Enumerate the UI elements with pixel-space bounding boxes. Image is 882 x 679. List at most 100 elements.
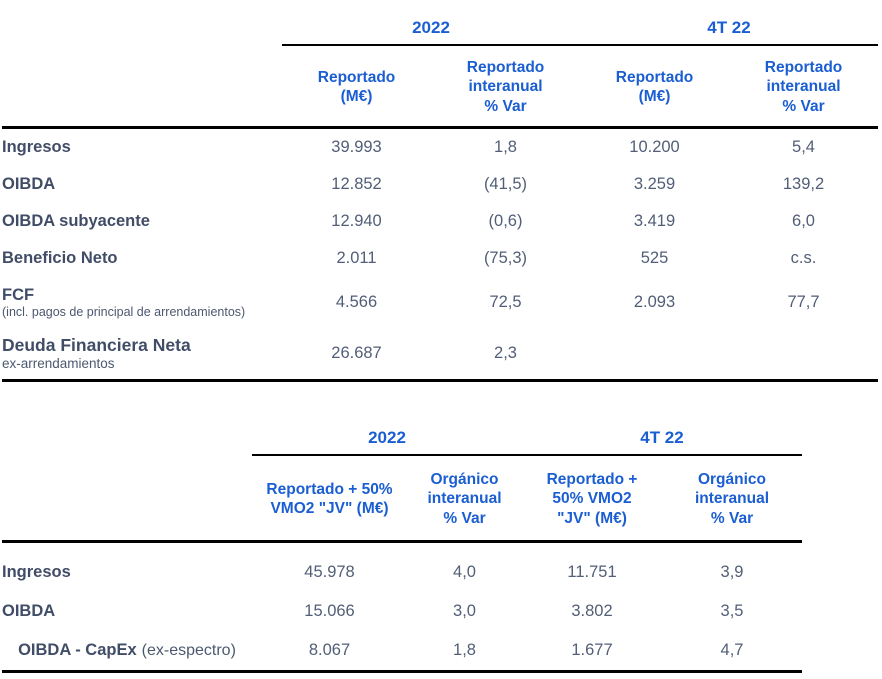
cell-value: 45.978 xyxy=(304,563,355,581)
table1-row-deuda-label: Deuda Financiera Neta ex-arrendamientos xyxy=(2,328,282,379)
table1-row-beneficio-neto-value-0: 2.011 xyxy=(282,240,431,277)
table1-row-deuda-value-3 xyxy=(729,328,878,379)
row-sublabel: ex-arrendamientos xyxy=(2,355,115,371)
table1-row-oibda-subyacente-value-2: 3.419 xyxy=(580,203,729,240)
cell-value: 15.066 xyxy=(304,602,355,620)
table2-colheader-jv-2022: Reportado + 50% VMO2 "JV" (M€) xyxy=(266,480,393,517)
table2-row-oibda-value-1: 3,0 xyxy=(407,592,522,631)
table2-row-ingresos-label: Ingresos xyxy=(2,543,252,592)
table1-row-ingresos-value-2: 10.200 xyxy=(580,129,729,166)
cell-value: 72,5 xyxy=(489,293,522,311)
cell-value: 26.687 xyxy=(331,344,382,362)
table2-header-rule xyxy=(2,540,802,543)
table2-colheader-organico-2022: Orgánico interanual % Var xyxy=(427,470,502,527)
table1-row-fcf-value-2: 2.093 xyxy=(580,277,729,328)
table1-row-oibda-subyacente-value-1: (0,6) xyxy=(431,203,580,240)
cell-value: 2,3 xyxy=(494,344,517,362)
table1-row-oibda-value-1: (41,5) xyxy=(431,166,580,203)
table2-year-4t22: 4T 22 xyxy=(522,418,802,456)
cell-value: 3.802 xyxy=(571,602,613,620)
cell-value: 1,8 xyxy=(453,641,476,659)
table1-colheader-var-4t22: Reportado interanual % Var xyxy=(764,58,843,115)
table1-row-oibda-value-0: 12.852 xyxy=(282,166,431,203)
table2-year-spacer xyxy=(2,418,252,456)
cell-value: 3,0 xyxy=(453,602,476,620)
table2-row-oibda-capex-label: OIBDA - CapEx (ex-espectro) xyxy=(2,631,252,670)
table2-row-oibda-value-0: 15.066 xyxy=(252,592,407,631)
cell-value: 525 xyxy=(640,249,669,267)
table1-row-deuda-value-0: 26.687 xyxy=(282,328,431,379)
cell-value: (41,5) xyxy=(483,175,528,193)
table1-row-ingresos-label: Ingresos xyxy=(2,129,282,166)
cell-value: 2.011 xyxy=(336,249,377,267)
row-label: OIBDA - CapEx xyxy=(18,641,137,660)
row-label: FCF xyxy=(2,285,35,304)
table2-row-oibda-label: OIBDA xyxy=(2,592,252,631)
cell-value: 3.419 xyxy=(633,212,676,230)
table2-row-ingresos-value-3: 3,9 xyxy=(662,543,802,592)
table2-row-ingresos-value-0: 45.978 xyxy=(252,543,407,592)
table1-year-4t22: 4T 22 xyxy=(580,6,878,46)
row-label: OIBDA subyacente xyxy=(2,212,150,231)
table1-row-beneficio-neto-label: Beneficio Neto xyxy=(2,240,282,277)
table1-row-oibda-value-3: 139,2 xyxy=(729,166,878,203)
cell-value: 11.751 xyxy=(567,563,617,581)
table2-bottom-rule xyxy=(2,670,802,673)
cell-value: 10.200 xyxy=(629,138,680,156)
table1-row-fcf-label: FCF (incl. pagos de principal de arrenda… xyxy=(2,277,282,328)
cell-value: 2.093 xyxy=(633,293,676,311)
table2-year-2022: 2022 xyxy=(252,418,522,456)
cell-value: 1,8 xyxy=(494,138,517,156)
cell-value: 5,4 xyxy=(792,138,815,156)
cell-value: 4,7 xyxy=(720,641,744,659)
cell-value: c.s. xyxy=(790,249,817,267)
cell-value: (0,6) xyxy=(488,212,523,230)
table1-row-deuda-value-1: 2,3 xyxy=(431,328,580,379)
cell-value: 6,0 xyxy=(792,212,815,230)
table2-row-oibda-value-2: 3.802 xyxy=(522,592,662,631)
cell-value: 8.067 xyxy=(308,641,351,659)
table1-year-spacer xyxy=(2,6,282,46)
row-label: OIBDA xyxy=(2,175,56,194)
table1-row-ingresos-value-1: 1,8 xyxy=(431,129,580,166)
table2-row-oibda-capex-value-2: 1.677 xyxy=(522,631,662,670)
table1-bottom-rule xyxy=(2,379,878,382)
cell-value: 3.259 xyxy=(633,175,676,193)
table1-row-oibda-subyacente-value-0: 12.940 xyxy=(282,203,431,240)
table2-row-oibda-value-3: 3,5 xyxy=(662,592,802,631)
table1-row-fcf-value-3: 77,7 xyxy=(729,277,878,328)
cell-value: 12.852 xyxy=(331,175,382,193)
table2-row-oibda-capex-value-1: 1,8 xyxy=(407,631,522,670)
table1-row-oibda-label: OIBDA xyxy=(2,166,282,203)
table2-row-ingresos-value-2: 11.751 xyxy=(522,543,662,592)
table1-row-beneficio-neto-value-2: 525 xyxy=(580,240,729,277)
row-label: Deuda Financiera Neta xyxy=(2,334,191,355)
row-label-suffix: (ex-espectro) xyxy=(141,641,236,659)
cell-value: 4,0 xyxy=(453,563,476,581)
table2-colheader-organico-4t22: Orgánico interanual % Var xyxy=(694,470,770,527)
table2-row-oibda-capex-value-3: 4,7 xyxy=(662,631,802,670)
row-label: OIBDA xyxy=(2,602,56,621)
table1-row-beneficio-neto-value-3: c.s. xyxy=(729,240,878,277)
cell-value: 1.677 xyxy=(571,641,613,659)
row-label: Ingresos xyxy=(2,563,71,582)
table2-colheader-jv-4t22: Reportado + 50% VMO2 "JV" (M€) xyxy=(546,470,638,527)
table1-row-fcf-value-0: 4.566 xyxy=(282,277,431,328)
table2-row-oibda-capex-value-0: 8.067 xyxy=(252,631,407,670)
cell-value: 77,7 xyxy=(787,293,820,311)
table1-colheader-reportado-2022: Reportado (M€) xyxy=(317,68,396,105)
cell-value: 4.566 xyxy=(335,293,378,311)
cell-value: 39.993 xyxy=(331,138,382,156)
table1-colheader-var-2022: Reportado interanual % Var xyxy=(466,58,545,115)
table1-row-beneficio-neto-value-1: (75,3) xyxy=(431,240,580,277)
table1-row-oibda-value-2: 3.259 xyxy=(580,166,729,203)
table1-row-oibda-subyacente-value-3: 6,0 xyxy=(729,203,878,240)
jv-results-table: 2022 4T 22 Reportado + 50% VMO2 "JV" (M€… xyxy=(2,418,802,673)
table2-colheader-spacer xyxy=(2,456,252,540)
table1-colheader-spacer xyxy=(2,46,282,126)
table1-colheader-reportado-4t22: Reportado (M€) xyxy=(615,68,694,105)
cell-value: 12.940 xyxy=(331,212,382,230)
table1-year-2022: 2022 xyxy=(282,6,580,46)
table1-row-oibda-subyacente-label: OIBDA subyacente xyxy=(2,203,282,240)
